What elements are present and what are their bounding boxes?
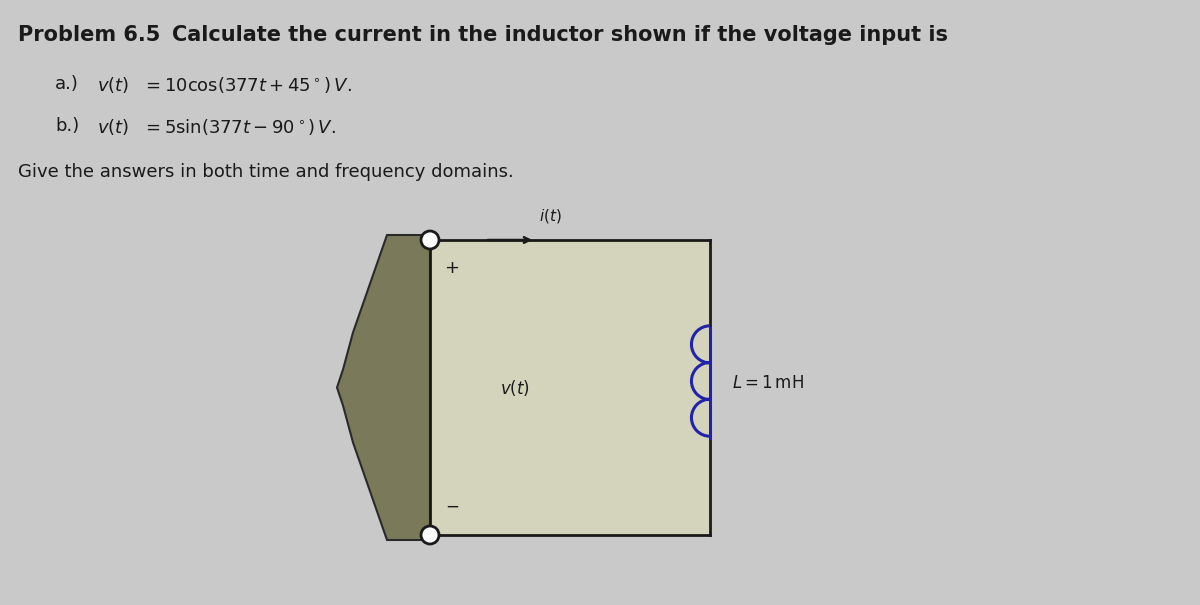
Text: $= 5\sin(377t - 90^\circ)\,V.$: $= 5\sin(377t - 90^\circ)\,V.$: [142, 117, 336, 137]
Polygon shape: [337, 235, 430, 540]
Text: $= 10\cos(377t + 45^\circ)\,V.$: $= 10\cos(377t + 45^\circ)\,V.$: [142, 75, 352, 95]
Text: −: −: [445, 498, 458, 516]
Text: Give the answers in both time and frequency domains.: Give the answers in both time and freque…: [18, 163, 514, 181]
Text: Calculate the current in the inductor shown if the voltage input is: Calculate the current in the inductor sh…: [172, 25, 948, 45]
Circle shape: [421, 231, 439, 249]
Text: Problem 6.5: Problem 6.5: [18, 25, 161, 45]
Text: +: +: [444, 259, 460, 277]
Text: $L = 1\,\mathrm{mH}$: $L = 1\,\mathrm{mH}$: [732, 373, 804, 391]
Text: $i(t)$: $i(t)$: [539, 207, 562, 225]
Text: $v(t)$: $v(t)$: [97, 117, 130, 137]
Text: $v(t)$: $v(t)$: [97, 75, 130, 95]
Polygon shape: [430, 240, 710, 535]
Text: b.): b.): [55, 117, 79, 135]
Text: a.): a.): [55, 75, 79, 93]
Circle shape: [421, 526, 439, 544]
Text: $v(t)$: $v(t)$: [500, 378, 530, 397]
